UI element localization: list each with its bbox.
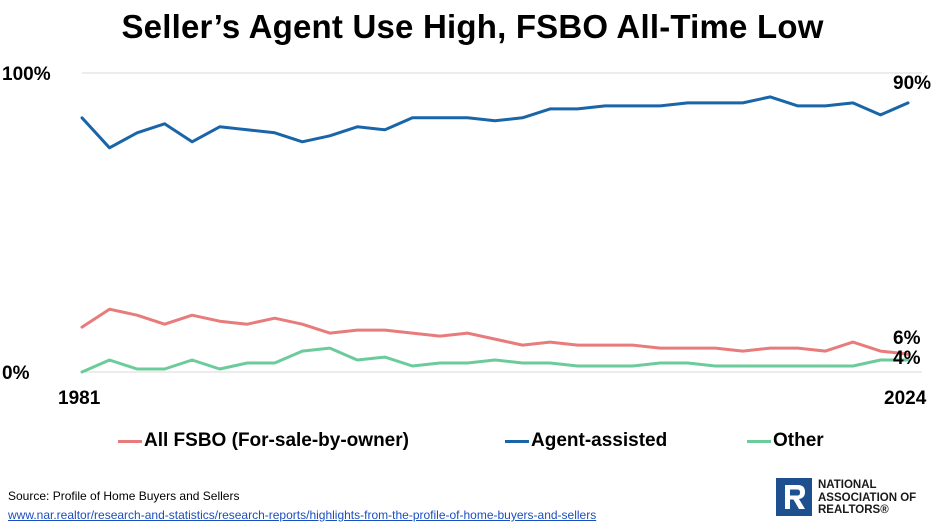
y-tick-label: 0% bbox=[2, 363, 30, 384]
legend-swatch-agent bbox=[505, 439, 529, 443]
realtor-r-logo-icon bbox=[776, 478, 812, 516]
legend-item-agent: Agent-assisted bbox=[505, 430, 667, 452]
x-tick-label: 2024 bbox=[884, 388, 927, 409]
legend-label-agent: Agent-assisted bbox=[531, 430, 668, 451]
chart-title: Seller’s Agent Use High, FSBO All-Time L… bbox=[121, 8, 824, 45]
end-label-0: 6% bbox=[893, 328, 921, 349]
x-tick-label: 1981 bbox=[58, 388, 101, 409]
gridlines bbox=[82, 72, 922, 373]
source-link[interactable]: www.nar.realtor/research-and-statistics/… bbox=[8, 508, 597, 522]
legend: All FSBO (For-sale-by-owner) Agent-assis… bbox=[0, 430, 945, 456]
series-line-2 bbox=[80, 346, 910, 374]
legend-item-other: Other bbox=[747, 430, 824, 452]
nar-logo: NATIONAL ASSOCIATION OF REALTORS® bbox=[776, 478, 941, 518]
end-labels: 6% 90% 4% bbox=[893, 73, 931, 369]
legend-item-fsbo: All FSBO (For-sale-by-owner) bbox=[118, 430, 409, 452]
legend-swatch-other bbox=[747, 439, 771, 443]
end-label-2: 4% bbox=[893, 348, 921, 369]
logo-line-2: ASSOCIATION OF bbox=[818, 491, 917, 504]
legend-label-fsbo: All FSBO (For-sale-by-owner) bbox=[144, 430, 409, 451]
logo-line-3: REALTORS® bbox=[818, 504, 889, 516]
series-line-1 bbox=[80, 95, 910, 150]
end-label-1: 90% bbox=[893, 73, 931, 94]
logo-text: NATIONAL ASSOCIATION OF REALTORS® bbox=[818, 479, 916, 517]
logo-line-1: NATIONAL bbox=[818, 479, 877, 491]
legend-label-other: Other bbox=[773, 430, 824, 451]
source-text: Source: Profile of Home Buyers and Selle… bbox=[8, 489, 240, 503]
legend-swatch-fsbo bbox=[118, 439, 142, 443]
series-lines bbox=[80, 95, 910, 374]
series-line-0 bbox=[80, 307, 910, 356]
y-tick-label: 100% bbox=[2, 64, 51, 85]
axis-ticks: 100% 0% 1981 2024 bbox=[2, 64, 927, 409]
